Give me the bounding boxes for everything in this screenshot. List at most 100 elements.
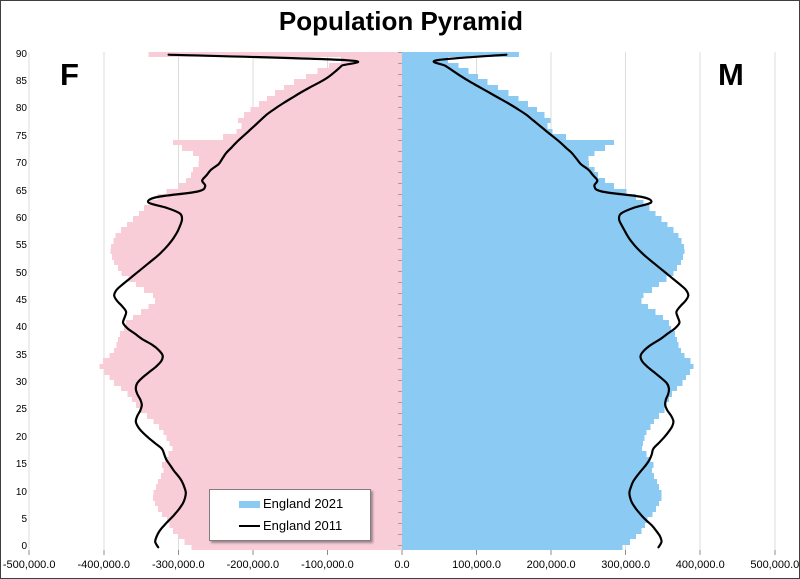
bar-age-85 (293, 79, 402, 85)
bar-age-77 (402, 123, 548, 129)
bar-age-60 (132, 216, 403, 222)
bar-age-25 (402, 408, 665, 413)
bar-age-15 (402, 462, 654, 468)
bar-age-81 (402, 101, 529, 107)
bar-age-9 (402, 495, 662, 501)
bar-age-89 (340, 57, 402, 63)
center-tick (398, 161, 402, 162)
y-axis-tick-label-10: 10 (15, 486, 27, 498)
bar-age-80 (250, 107, 402, 112)
y-axis-tick-label-25: 25 (15, 404, 27, 416)
y-axis-tick-label-45: 45 (15, 295, 27, 306)
bar-age-74 (173, 140, 402, 145)
bar-age-48 (135, 282, 402, 287)
x-axis-tick-label: -200,000.0 (226, 559, 280, 571)
bar-age-52 (114, 260, 403, 265)
x-axis-tick-label: 100,000.0 (452, 559, 502, 571)
bar-age-86 (402, 74, 479, 79)
bar-age-40 (123, 326, 402, 331)
center-tick (398, 315, 402, 316)
y-axis-tick-label-20: 20 (15, 431, 27, 443)
bar-age-76 (402, 129, 553, 134)
legend-label: England 2021 (263, 496, 344, 512)
bar-age-16 (164, 457, 402, 462)
bar-age-58 (402, 227, 674, 233)
bar-age-51 (117, 265, 403, 271)
bar-age-19 (402, 441, 643, 446)
bar-age-16 (402, 457, 651, 462)
center-tick (398, 490, 402, 491)
bar-age-23 (153, 419, 402, 424)
y-axis-tick-label-70: 70 (15, 158, 27, 170)
legend-item-england-2021: England 2021 (239, 497, 370, 511)
center-tick (398, 380, 402, 381)
center-tick (398, 545, 402, 546)
bar-age-3 (402, 528, 642, 534)
bar-age-71 (199, 156, 402, 161)
male-line-2011 (432, 53, 690, 549)
center-tick (398, 194, 402, 195)
bar-age-15 (161, 462, 402, 468)
bar-age-35 (402, 353, 685, 358)
bar-age-69 (193, 167, 402, 172)
england-2021-bar-swatch (239, 500, 260, 508)
bar-age-68 (190, 172, 402, 178)
center-tick (398, 183, 402, 184)
bar-age-86 (305, 74, 402, 79)
bar-age-47 (402, 287, 652, 293)
bar-age-12 (402, 479, 657, 484)
bar-age-57 (402, 233, 679, 238)
center-tick (398, 369, 402, 370)
bar-age-43 (141, 309, 403, 315)
bar-age-66 (402, 183, 614, 189)
bar-age-59 (402, 222, 668, 227)
y-axis-tick-label-80: 80 (15, 103, 27, 115)
bar-age-30 (402, 380, 683, 386)
bar-age-27 (132, 397, 402, 402)
bar-age-39 (120, 331, 402, 337)
bar-age-4 (402, 523, 646, 528)
bar-age-82 (267, 96, 402, 101)
x-axis-tick-label: 0.0 (394, 559, 410, 571)
bar-age-29 (402, 386, 678, 391)
bar-age-79 (243, 112, 402, 118)
bar-age-57 (115, 233, 402, 238)
bar-age-25 (139, 408, 402, 413)
bar-age-26 (402, 402, 667, 408)
bar-age-52 (402, 260, 681, 265)
center-tick (398, 337, 402, 338)
bar-age-83 (275, 90, 402, 96)
center-tick (398, 129, 402, 130)
bar-age-21 (163, 430, 402, 435)
bar-age-73 (402, 145, 605, 151)
legend-label: England 2011 (263, 517, 343, 533)
bar-age-82 (402, 96, 519, 101)
center-tick (398, 172, 402, 173)
bar-age-20 (166, 435, 402, 441)
bar-age-58 (120, 227, 402, 233)
x-axis-tick-label: -500,000.0 (2, 559, 56, 571)
bar-age-63 (402, 200, 644, 205)
center-tick (398, 238, 402, 239)
bar-age-68 (402, 172, 599, 178)
bar-age-46 (402, 293, 644, 298)
bar-age-11 (155, 484, 402, 490)
center-tick (398, 96, 402, 97)
center-tick (398, 260, 402, 261)
bar-age-50 (121, 271, 402, 276)
y-axis-tick-label-40: 40 (15, 322, 27, 334)
bar-age-67 (402, 178, 605, 183)
chart-title: Population Pyramid (278, 6, 524, 36)
bar-age-90 (402, 52, 520, 57)
bar-age-65 (402, 189, 627, 194)
center-axis-ticks (398, 52, 402, 546)
bar-age-72 (402, 151, 595, 156)
bar-age-6 (402, 512, 653, 517)
bar-age-29 (120, 386, 402, 391)
bar-age-11 (402, 484, 660, 490)
bar-age-48 (402, 282, 660, 287)
x-axis-tick-label: 400,000.0 (675, 559, 725, 571)
y-axis-tick-label-55: 55 (15, 240, 27, 252)
bar-age-34 (103, 358, 402, 364)
